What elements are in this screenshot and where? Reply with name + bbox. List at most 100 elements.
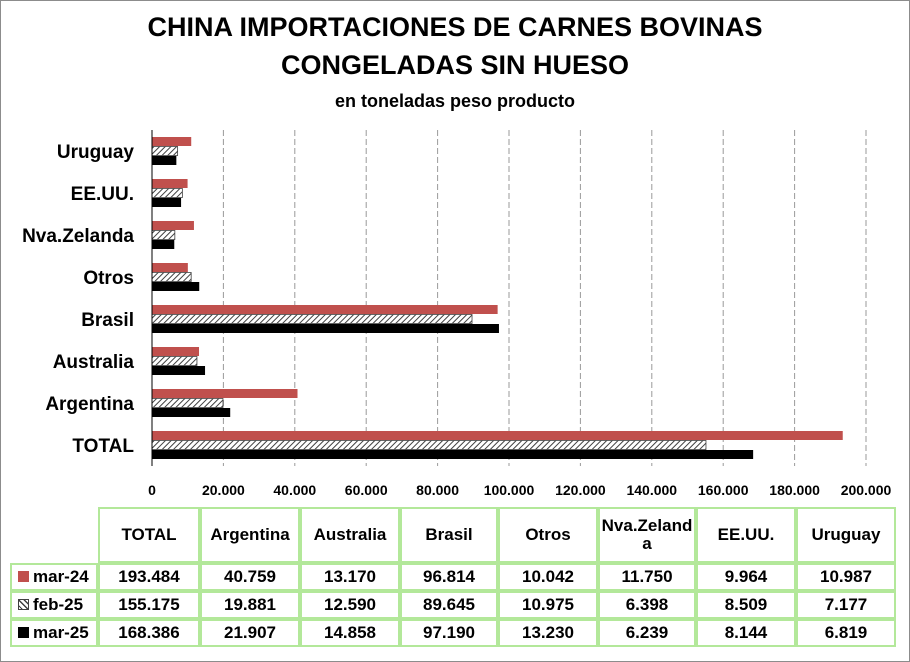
table-cell: 14.858 (300, 619, 400, 647)
x-tick-label: 140.000 (626, 482, 677, 498)
x-tick-label: 180.000 (769, 482, 820, 498)
nvazelanda-header-line1: Nva.Zeland (601, 515, 693, 535)
table-header-nvazelanda: Nva.Zeland a (598, 507, 696, 563)
bar-mar-24-brasil (152, 305, 498, 314)
table-cell: 8.144 (696, 619, 796, 647)
x-tick-label: 100.000 (484, 482, 535, 498)
table-cell: 9.964 (696, 563, 796, 591)
bar-mar-25-otros (152, 282, 200, 291)
table-cell: 10.975 (498, 591, 598, 619)
table-header-uruguay: Uruguay (796, 507, 896, 563)
bar-mar-24-otros (152, 263, 188, 272)
table-header-argentina: Argentina (200, 507, 300, 563)
bar-feb-25-australia (151, 356, 198, 366)
bar-feb-25-brasil (151, 314, 473, 324)
bar-feb-25-otros (151, 272, 192, 282)
table-cell: 10.042 (498, 563, 598, 591)
x-tick-label: 20.000 (202, 482, 245, 498)
table-cell: 13.170 (300, 563, 400, 591)
table-cell: 10.987 (796, 563, 896, 591)
category-label: Argentina (45, 394, 134, 415)
table-cell: 168.386 (98, 619, 200, 647)
table-cell: 8.509 (696, 591, 796, 619)
table-cell: 6.239 (598, 619, 696, 647)
bars (151, 137, 843, 459)
bar-feb-25-argentina (151, 398, 224, 408)
x-tick-labels: 0 20.000 40.000 60.000 80.000 100.000 120.000 1… (148, 482, 891, 498)
x-tick-label: 200.000 (841, 482, 892, 498)
bar-feb-25-total (151, 440, 707, 450)
bar-mar-24-australia (152, 347, 200, 356)
legend-key-mar-24 (18, 571, 29, 583)
chart-title-line1: CHINA IMPORTACIONES DE CARNES BOVINAS (147, 12, 763, 42)
category-label: EE.UU. (71, 184, 134, 205)
table-cell: 97.190 (400, 619, 498, 647)
bar-mar-25-argentina (152, 408, 231, 417)
legend-key-feb-25 (18, 599, 29, 611)
table-row-mar-25: mar-25 168.386 21.907 14.858 97.190 13.2… (10, 619, 896, 647)
bar-mar-25-australia (152, 366, 206, 375)
table-row-feb-25: feb-25 155.175 19.881 12.590 89.645 10.9… (10, 591, 896, 619)
bar-mar-24-uruguay (152, 137, 192, 146)
table-header-row: TOTAL Argentina Australia Brasil Otros N… (10, 507, 896, 563)
category-labels: TOTAL Argentina Australia Brasil Otros Nva.Ze… (22, 142, 134, 457)
table-cell: 19.881 (200, 591, 300, 619)
bar-mar-25-brasil (152, 324, 499, 333)
series-name-mar-24: mar-24 (10, 563, 98, 591)
table-row-mar-24: mar-24 193.484 40.759 13.170 96.814 10.0… (10, 563, 896, 591)
bar-feb-25-uruguay (151, 146, 179, 156)
series-label-feb-25: feb-25 (33, 595, 84, 614)
category-label: Brasil (81, 310, 134, 331)
table-corner (10, 507, 98, 563)
chart-subtitle: en toneladas peso producto (334, 91, 576, 111)
bar-mar-24-eeuu (152, 179, 188, 188)
table-cell: 155.175 (98, 591, 200, 619)
x-tick-label: 120.000 (555, 482, 606, 498)
table-header-eeuu: EE.UU. (696, 507, 796, 563)
table-cell: 6.398 (598, 591, 696, 619)
nvazelanda-header-line2: a (642, 533, 652, 553)
category-label: Uruguay (57, 142, 135, 163)
category-label: Nva.Zelanda (22, 226, 134, 247)
bar-mar-24-argentina (152, 389, 298, 398)
bar-mar-24-nvazelanda (152, 221, 194, 230)
category-label: Otros (83, 268, 134, 289)
bar-chart: TOTAL Argentina Australia Brasil Otros Nva.Ze… (22, 130, 892, 498)
table-header-total: TOTAL (98, 507, 200, 563)
series-name-mar-25: mar-25 (10, 619, 98, 647)
chart-title-line2: CONGELADAS SIN HUESO (280, 50, 630, 80)
bar-feb-25-nvazelanda (151, 230, 176, 240)
table-header-brasil: Brasil (400, 507, 498, 563)
table-header-otros: Otros (498, 507, 598, 563)
gridlines (222, 130, 867, 466)
table-cell: 40.759 (200, 563, 300, 591)
x-tick-label: 80.000 (416, 482, 459, 498)
x-tick-label: 40.000 (273, 482, 316, 498)
series-label-mar-24: mar-24 (33, 567, 89, 586)
bar-mar-25-eeuu (152, 198, 182, 207)
table-cell: 11.750 (598, 563, 696, 591)
data-table: TOTAL Argentina Australia Brasil Otros N… (10, 507, 896, 647)
bar-mar-25-uruguay (152, 156, 177, 165)
series-name-feb-25: feb-25 (10, 591, 98, 619)
table-cell: 21.907 (200, 619, 300, 647)
x-tick-label: 60.000 (345, 482, 388, 498)
table-cell: 96.814 (400, 563, 498, 591)
bar-feb-25-eeuu (151, 188, 183, 198)
table-cell: 7.177 (796, 591, 896, 619)
table-header-australia: Australia (300, 507, 400, 563)
x-tick-label: 0 (148, 482, 156, 498)
table-cell: 13.230 (498, 619, 598, 647)
series-label-mar-25: mar-25 (33, 623, 89, 642)
bar-mar-25-nvazelanda (152, 240, 175, 249)
table-cell: 12.590 (300, 591, 400, 619)
bar-mar-25-total (152, 450, 754, 459)
category-label: TOTAL (72, 436, 134, 457)
bar-mar-24-total (152, 431, 843, 440)
legend-key-mar-25 (18, 627, 29, 639)
x-tick-label: 160.000 (698, 482, 749, 498)
category-label: Australia (53, 352, 135, 373)
table-cell: 193.484 (98, 563, 200, 591)
table-cell: 6.819 (796, 619, 896, 647)
table-cell: 89.645 (400, 591, 498, 619)
